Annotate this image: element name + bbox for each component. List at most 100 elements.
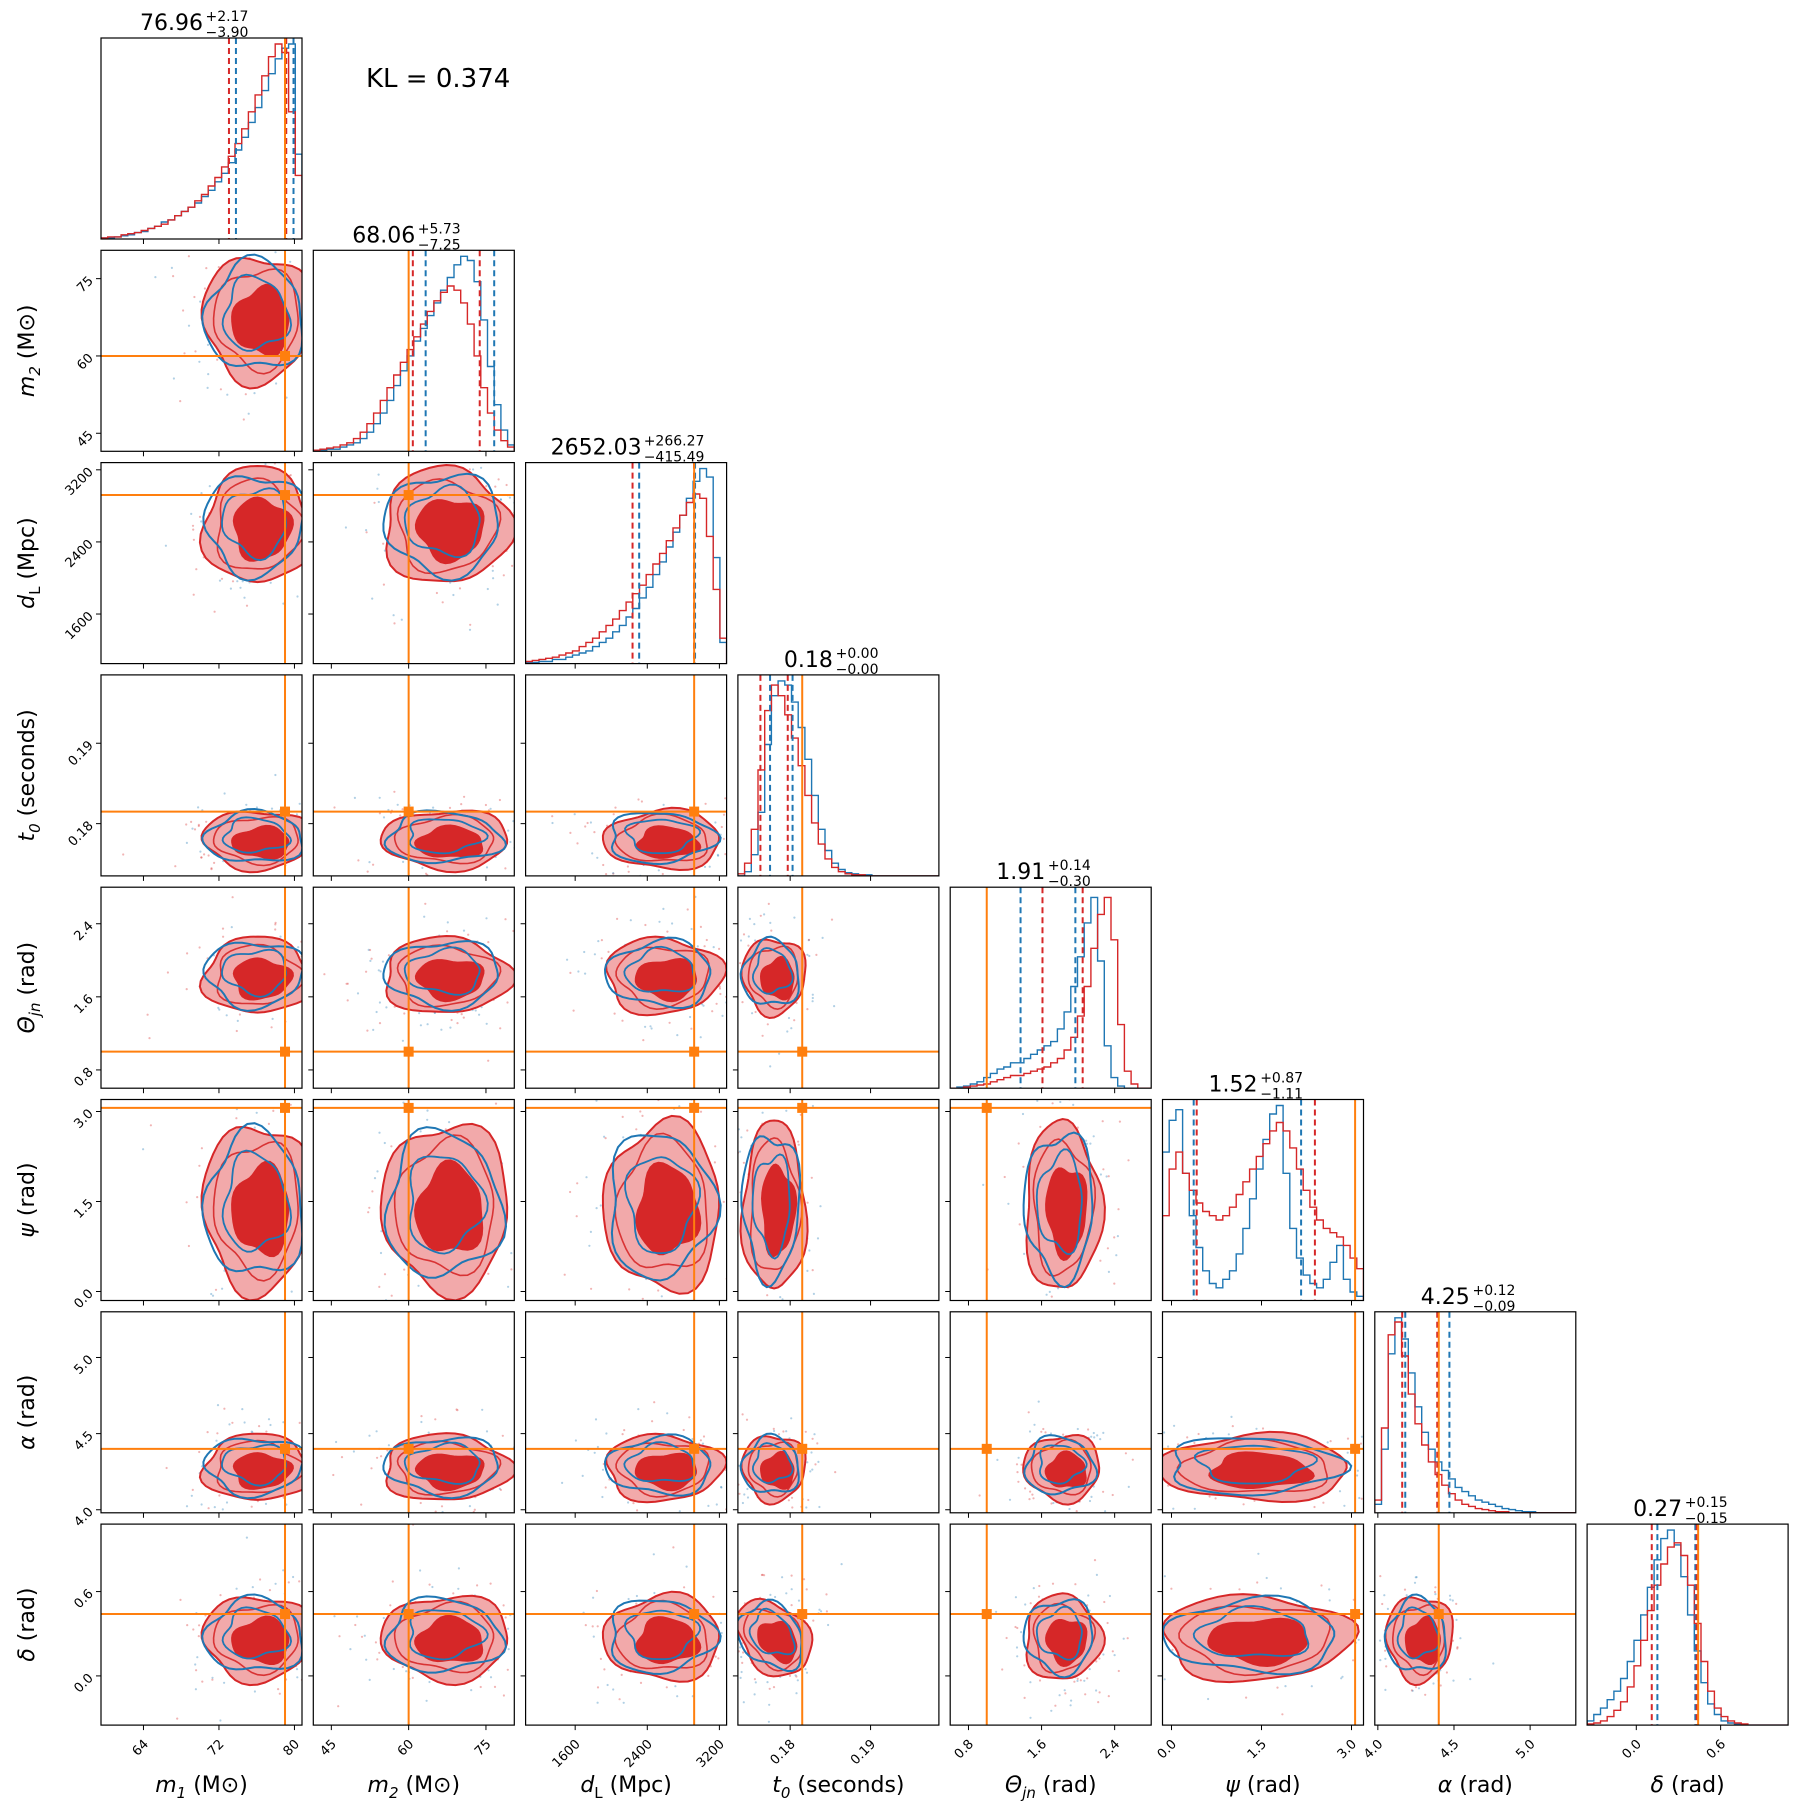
scatter-point xyxy=(729,1604,731,1606)
scatter-point xyxy=(1020,1463,1023,1466)
scatter-point xyxy=(1140,1633,1142,1635)
injection-marker xyxy=(689,806,700,817)
y-tick-label-t0: 0.19 xyxy=(66,738,97,769)
scatter-point xyxy=(535,1505,537,1507)
scatter-point xyxy=(419,1501,422,1505)
contour-blue-outer xyxy=(610,1134,722,1282)
scatter-point xyxy=(1384,1657,1387,1660)
y-tick-label-m2: 45 xyxy=(74,428,96,450)
scatter-point xyxy=(401,1665,404,1669)
injection-marker xyxy=(280,1102,291,1113)
scatter-point xyxy=(811,1437,814,1440)
scatter-point xyxy=(456,1022,459,1025)
scatter-point xyxy=(198,1450,201,1454)
scatter-point xyxy=(627,1597,630,1601)
scatter-point xyxy=(649,1025,652,1028)
scatter-point xyxy=(1320,1584,1323,1587)
scatter-point xyxy=(1076,1427,1079,1431)
panel-frame xyxy=(1161,1311,1365,1514)
contour-blue-inner xyxy=(751,947,794,995)
scatter-point xyxy=(636,1509,639,1512)
scatter-point xyxy=(303,538,305,540)
scatter-point xyxy=(149,1124,152,1127)
y-tick-label-psi: 0.0 xyxy=(71,1287,96,1312)
scatter-point xyxy=(390,1145,393,1148)
scatter-point xyxy=(810,1451,813,1454)
scatter-point xyxy=(1023,1696,1026,1699)
scatter-point xyxy=(612,872,615,875)
scatter-point xyxy=(1439,1684,1442,1687)
contour-blue-outer xyxy=(201,807,302,862)
scatter-point xyxy=(661,872,664,876)
scatter-point xyxy=(356,992,360,995)
scatter-point xyxy=(637,798,640,801)
injection-marker xyxy=(1433,1609,1444,1620)
scatter-point xyxy=(382,816,386,819)
scatter-point xyxy=(370,1467,373,1470)
scatter-point xyxy=(1143,1658,1145,1660)
scatter-point xyxy=(185,988,188,991)
scatter-point xyxy=(1039,1125,1042,1128)
scatter-point xyxy=(811,1269,814,1272)
scatter-point xyxy=(468,468,471,471)
injection-marker xyxy=(403,806,414,817)
contour-blue-outer xyxy=(1022,1598,1094,1679)
scatter-point xyxy=(982,1183,985,1186)
scatter-point xyxy=(808,1249,811,1252)
panel-frame xyxy=(949,1523,1152,1726)
scatter-point xyxy=(320,1471,322,1473)
panel-frame xyxy=(524,1523,728,1726)
scatter-point xyxy=(806,1084,808,1086)
scatter-point xyxy=(605,873,608,876)
scatter-point xyxy=(1029,1602,1032,1605)
scatter-point xyxy=(1209,1587,1212,1590)
scatter-point xyxy=(676,1695,679,1698)
scatter-point xyxy=(731,1436,733,1438)
scatter-point xyxy=(207,854,210,857)
scatter-point xyxy=(306,1467,308,1469)
scatter-point xyxy=(725,1091,727,1093)
scatter-point xyxy=(666,930,669,933)
panel-t0-delta xyxy=(737,1524,939,1726)
scatter-point xyxy=(221,1287,224,1290)
scatter-point xyxy=(612,813,615,816)
x-tick-label-psi: 1.5 xyxy=(1245,1737,1270,1762)
scatter-point xyxy=(269,1423,272,1427)
panel-frame xyxy=(1161,1098,1365,1302)
scatter-point xyxy=(1369,1666,1371,1668)
scatter-point xyxy=(387,954,390,957)
scatter-point xyxy=(766,1023,769,1026)
scatter-point xyxy=(741,1501,745,1505)
scatter-point xyxy=(572,1009,575,1012)
scatter-point xyxy=(551,815,554,818)
scatter-point xyxy=(255,1111,258,1114)
scatter-point xyxy=(486,587,489,591)
scatter-point xyxy=(321,910,323,912)
scatter-point xyxy=(1111,1493,1114,1497)
contour-red-inner xyxy=(1207,1617,1308,1668)
scatter-point xyxy=(683,1586,686,1589)
scatter-point xyxy=(785,1109,788,1112)
scatter-point xyxy=(542,1148,544,1150)
scatter-point xyxy=(1410,1689,1413,1692)
scatter-point xyxy=(712,946,715,949)
scatter-point xyxy=(1208,1495,1211,1498)
injection-marker xyxy=(403,490,414,501)
scatter-point xyxy=(573,813,576,816)
scatter-point xyxy=(1360,1435,1363,1438)
scatter-point xyxy=(356,1615,359,1618)
contour-blue-outer xyxy=(1383,1593,1447,1671)
scatter-point xyxy=(231,1421,234,1424)
scatter-point xyxy=(327,1234,329,1236)
scatter-point xyxy=(309,951,311,953)
scatter-point xyxy=(193,828,197,831)
scatter-point xyxy=(420,1415,423,1418)
panel-dL-psi xyxy=(525,1099,727,1301)
scatter-point xyxy=(213,861,216,865)
scatter-point xyxy=(734,1497,736,1499)
scatter-point xyxy=(639,1681,643,1684)
scatter-point xyxy=(223,1681,226,1684)
scatter-point xyxy=(241,1408,244,1411)
scatter-point xyxy=(218,579,222,582)
scatter-point xyxy=(366,289,368,291)
